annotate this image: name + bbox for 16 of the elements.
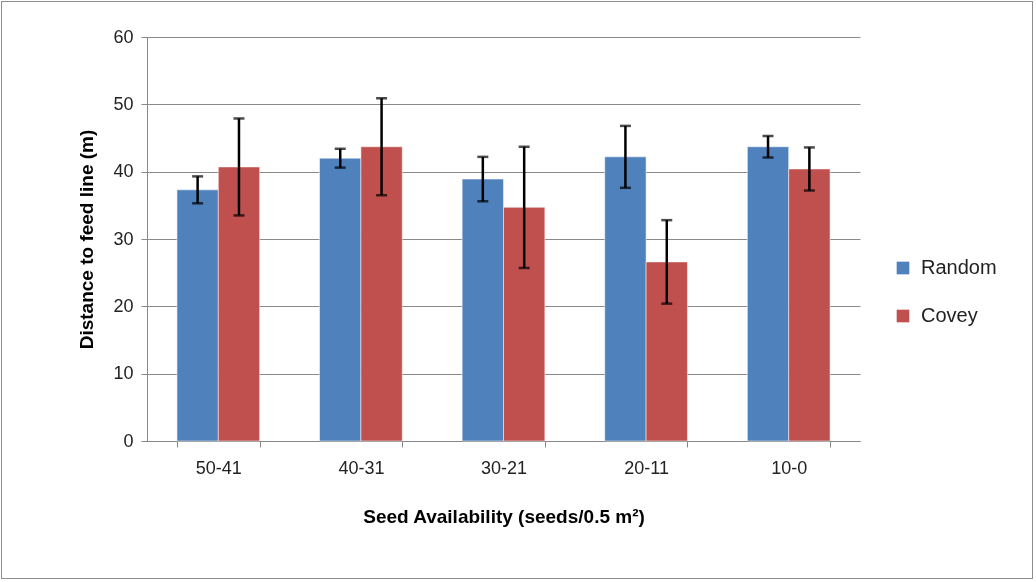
y-tick-label: 10 xyxy=(113,363,134,384)
y-tick-label: 40 xyxy=(113,161,134,182)
y-tick-label: 0 xyxy=(123,430,134,451)
x-tick-label: 20-11 xyxy=(624,457,669,478)
y-tick-label: 30 xyxy=(113,228,134,249)
x-axis-title: Seed Availability (seeds/0.5 m²) xyxy=(363,505,645,527)
y-tick-label: 60 xyxy=(113,26,134,47)
y-tick-label: 20 xyxy=(113,295,134,316)
x-tick-label: 30-21 xyxy=(480,457,528,478)
y-tick-label: 50 xyxy=(113,93,134,114)
y-axis-title: Distance to feed line (m) xyxy=(76,129,98,350)
x-tick-label: 40-31 xyxy=(338,457,385,478)
legend-label: Random xyxy=(921,256,997,278)
x-tick-label: 50-41 xyxy=(195,457,242,478)
x-tick-label: 10-0 xyxy=(771,457,808,478)
legend-label: Covey xyxy=(921,304,978,326)
